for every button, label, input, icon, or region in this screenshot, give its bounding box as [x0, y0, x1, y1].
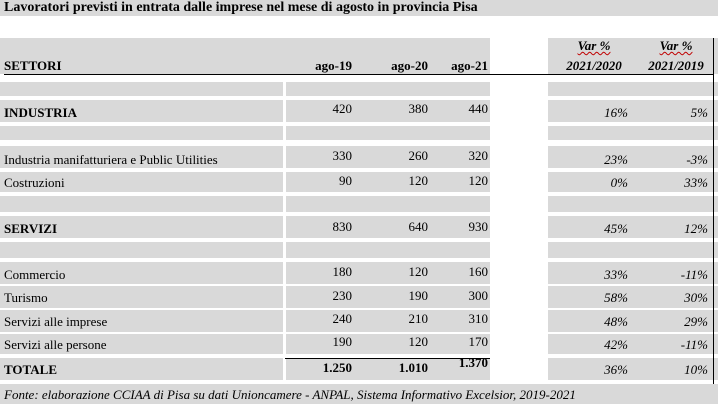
cell-value: 240 [332, 311, 353, 326]
row-label: Turismo [4, 290, 48, 305]
table-border-right [713, 38, 714, 384]
cell-var: 16% [604, 105, 628, 120]
cell-value: 120 [408, 173, 429, 188]
spacer-band [0, 82, 718, 96]
spacer-band [0, 196, 718, 212]
cell-var: 10% [684, 362, 708, 377]
header-sector: SETTORI [4, 58, 62, 73]
row-label: Commercio [4, 267, 66, 282]
page-title: Lavoratori previsti in entrata dalle imp… [4, 0, 478, 15]
cell-var: 29% [684, 314, 708, 329]
cell-total: 1.010 [398, 360, 428, 375]
cell-value: 160 [468, 264, 489, 279]
cell-var: -11% [680, 267, 708, 282]
header-var-period: 2021/2019 [648, 58, 704, 73]
row-label: TOTALE [4, 362, 57, 377]
cell-value: 300 [468, 288, 489, 303]
cell-var: 12% [684, 221, 708, 236]
header-var-period: 2021/2020 [566, 58, 622, 73]
cell-value: 310 [468, 311, 489, 326]
cell-value: 230 [332, 288, 353, 303]
cell-var: 30% [684, 290, 708, 305]
cell-value: 420 [332, 101, 353, 116]
cell-total: 1.370 [458, 355, 488, 370]
cell-var: -11% [680, 337, 708, 352]
cell-value: 830 [332, 219, 353, 234]
cell-value: 330 [332, 148, 353, 163]
header-var-label: Var % [577, 38, 611, 53]
cell-value: 170 [468, 334, 489, 349]
cell-value: 380 [408, 101, 429, 116]
header-underline [4, 74, 713, 75]
row-label: INDUSTRIA [4, 105, 77, 120]
cell-var: 48% [604, 314, 628, 329]
title-band [0, 0, 718, 16]
spacer-band [0, 126, 718, 140]
header-year: ago-20 [391, 58, 428, 73]
row-label: SERVIZI [4, 221, 58, 236]
cell-value: 640 [408, 219, 429, 234]
total-topline [285, 358, 490, 359]
cell-value: 180 [332, 264, 353, 279]
source-note: Fonte: elaborazione CCIAA di Pisa su dat… [4, 387, 576, 402]
cell-value: 210 [408, 311, 429, 326]
cell-var: 42% [604, 337, 628, 352]
header-var-label: Var % [659, 38, 693, 53]
cell-value: 120 [468, 173, 489, 188]
spacer-band [0, 242, 718, 258]
cell-value: 930 [468, 219, 489, 234]
cell-var: -3% [686, 152, 708, 167]
cell-value: 260 [408, 148, 429, 163]
row-label: Servizi alle persone [4, 337, 107, 352]
cell-total: 1.250 [322, 360, 352, 375]
cell-var: 0% [610, 175, 628, 190]
cell-value: 90 [339, 173, 352, 188]
cell-var: 36% [604, 362, 628, 377]
row-label: Costruzioni [4, 175, 65, 190]
cell-var: 58% [604, 290, 628, 305]
header-band [0, 38, 718, 74]
cell-var: 5% [690, 105, 708, 120]
source-band [0, 384, 718, 404]
cell-value: 440 [468, 101, 489, 116]
cell-var: 33% [604, 267, 628, 282]
cell-var: 23% [604, 152, 628, 167]
cell-value: 320 [468, 148, 489, 163]
cell-value: 190 [408, 288, 429, 303]
cell-value: 120 [408, 264, 429, 279]
row-label: Servizi alle imprese [4, 314, 108, 329]
cell-var: 45% [604, 221, 628, 236]
cell-value: 120 [408, 334, 429, 349]
header-year: ago-19 [315, 58, 352, 73]
cell-var: 33% [684, 175, 708, 190]
row-label: Industria manifatturiera e Public Utilit… [4, 152, 218, 167]
header-year: ago-21 [451, 58, 488, 73]
cell-value: 190 [332, 334, 353, 349]
